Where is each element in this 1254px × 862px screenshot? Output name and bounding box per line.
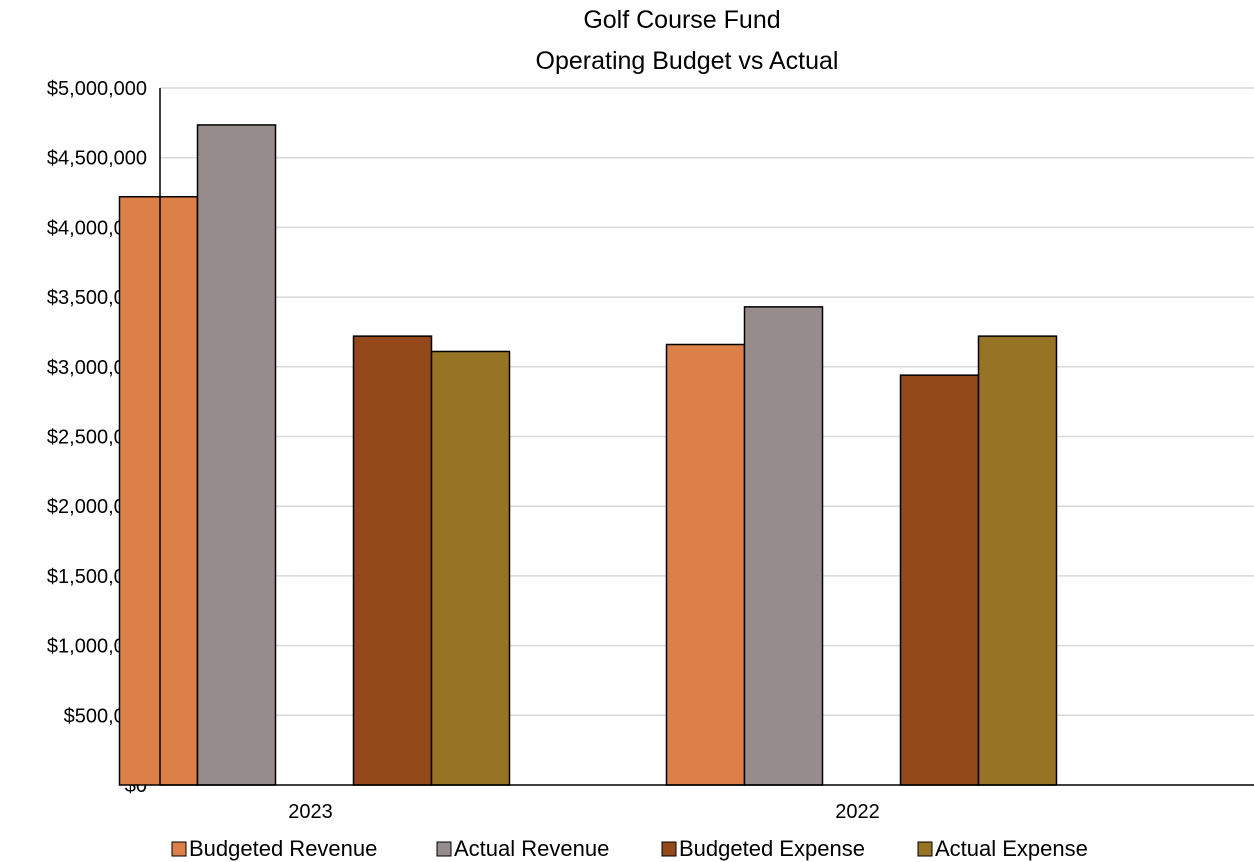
y-tick-label: $5,000,000 — [47, 78, 147, 100]
x-axis-categories: 2023 2022 — [288, 801, 880, 823]
legend-item: Actual Revenue — [436, 836, 609, 861]
y-tick-label: $4,500,000 — [47, 148, 147, 170]
legend-label: Budgeted Expense — [679, 836, 865, 861]
bars — [118, 124, 1058, 786]
bar-budgeted-expense-2023 — [352, 335, 433, 786]
bar-budgeted-revenue-2023 — [118, 195, 199, 786]
legend-label: Actual Revenue — [454, 836, 609, 861]
bar-actual-revenue-2022 — [743, 306, 824, 786]
bar-budgeted-revenue-2022 — [665, 343, 746, 786]
bar-budgeted-expense-2022 — [899, 374, 980, 786]
legend-swatch — [436, 841, 452, 857]
legend: Budgeted Revenue Actual Revenue Budgeted E… — [171, 836, 1088, 861]
legend-item: Budgeted Revenue — [171, 836, 377, 861]
legend-swatch — [917, 841, 933, 857]
bar-actual-expense-2022 — [977, 335, 1058, 786]
chart-subtitle: Operating Budget vs Actual — [536, 47, 839, 75]
legend-label: Budgeted Revenue — [189, 836, 377, 861]
axes — [159, 88, 1254, 786]
legend-item: Actual Expense — [917, 836, 1088, 861]
x-tick-label: 2022 — [835, 801, 880, 823]
x-tick-label: 2023 — [288, 801, 333, 823]
legend-item: Budgeted Expense — [661, 836, 865, 861]
legend-swatch — [171, 841, 187, 857]
bar-actual-revenue-2023 — [196, 124, 277, 786]
bar-actual-expense-2023 — [430, 350, 511, 786]
legend-swatch — [661, 841, 677, 857]
legend-label: Actual Expense — [935, 836, 1088, 861]
chart-title: Golf Course Fund — [583, 6, 780, 34]
